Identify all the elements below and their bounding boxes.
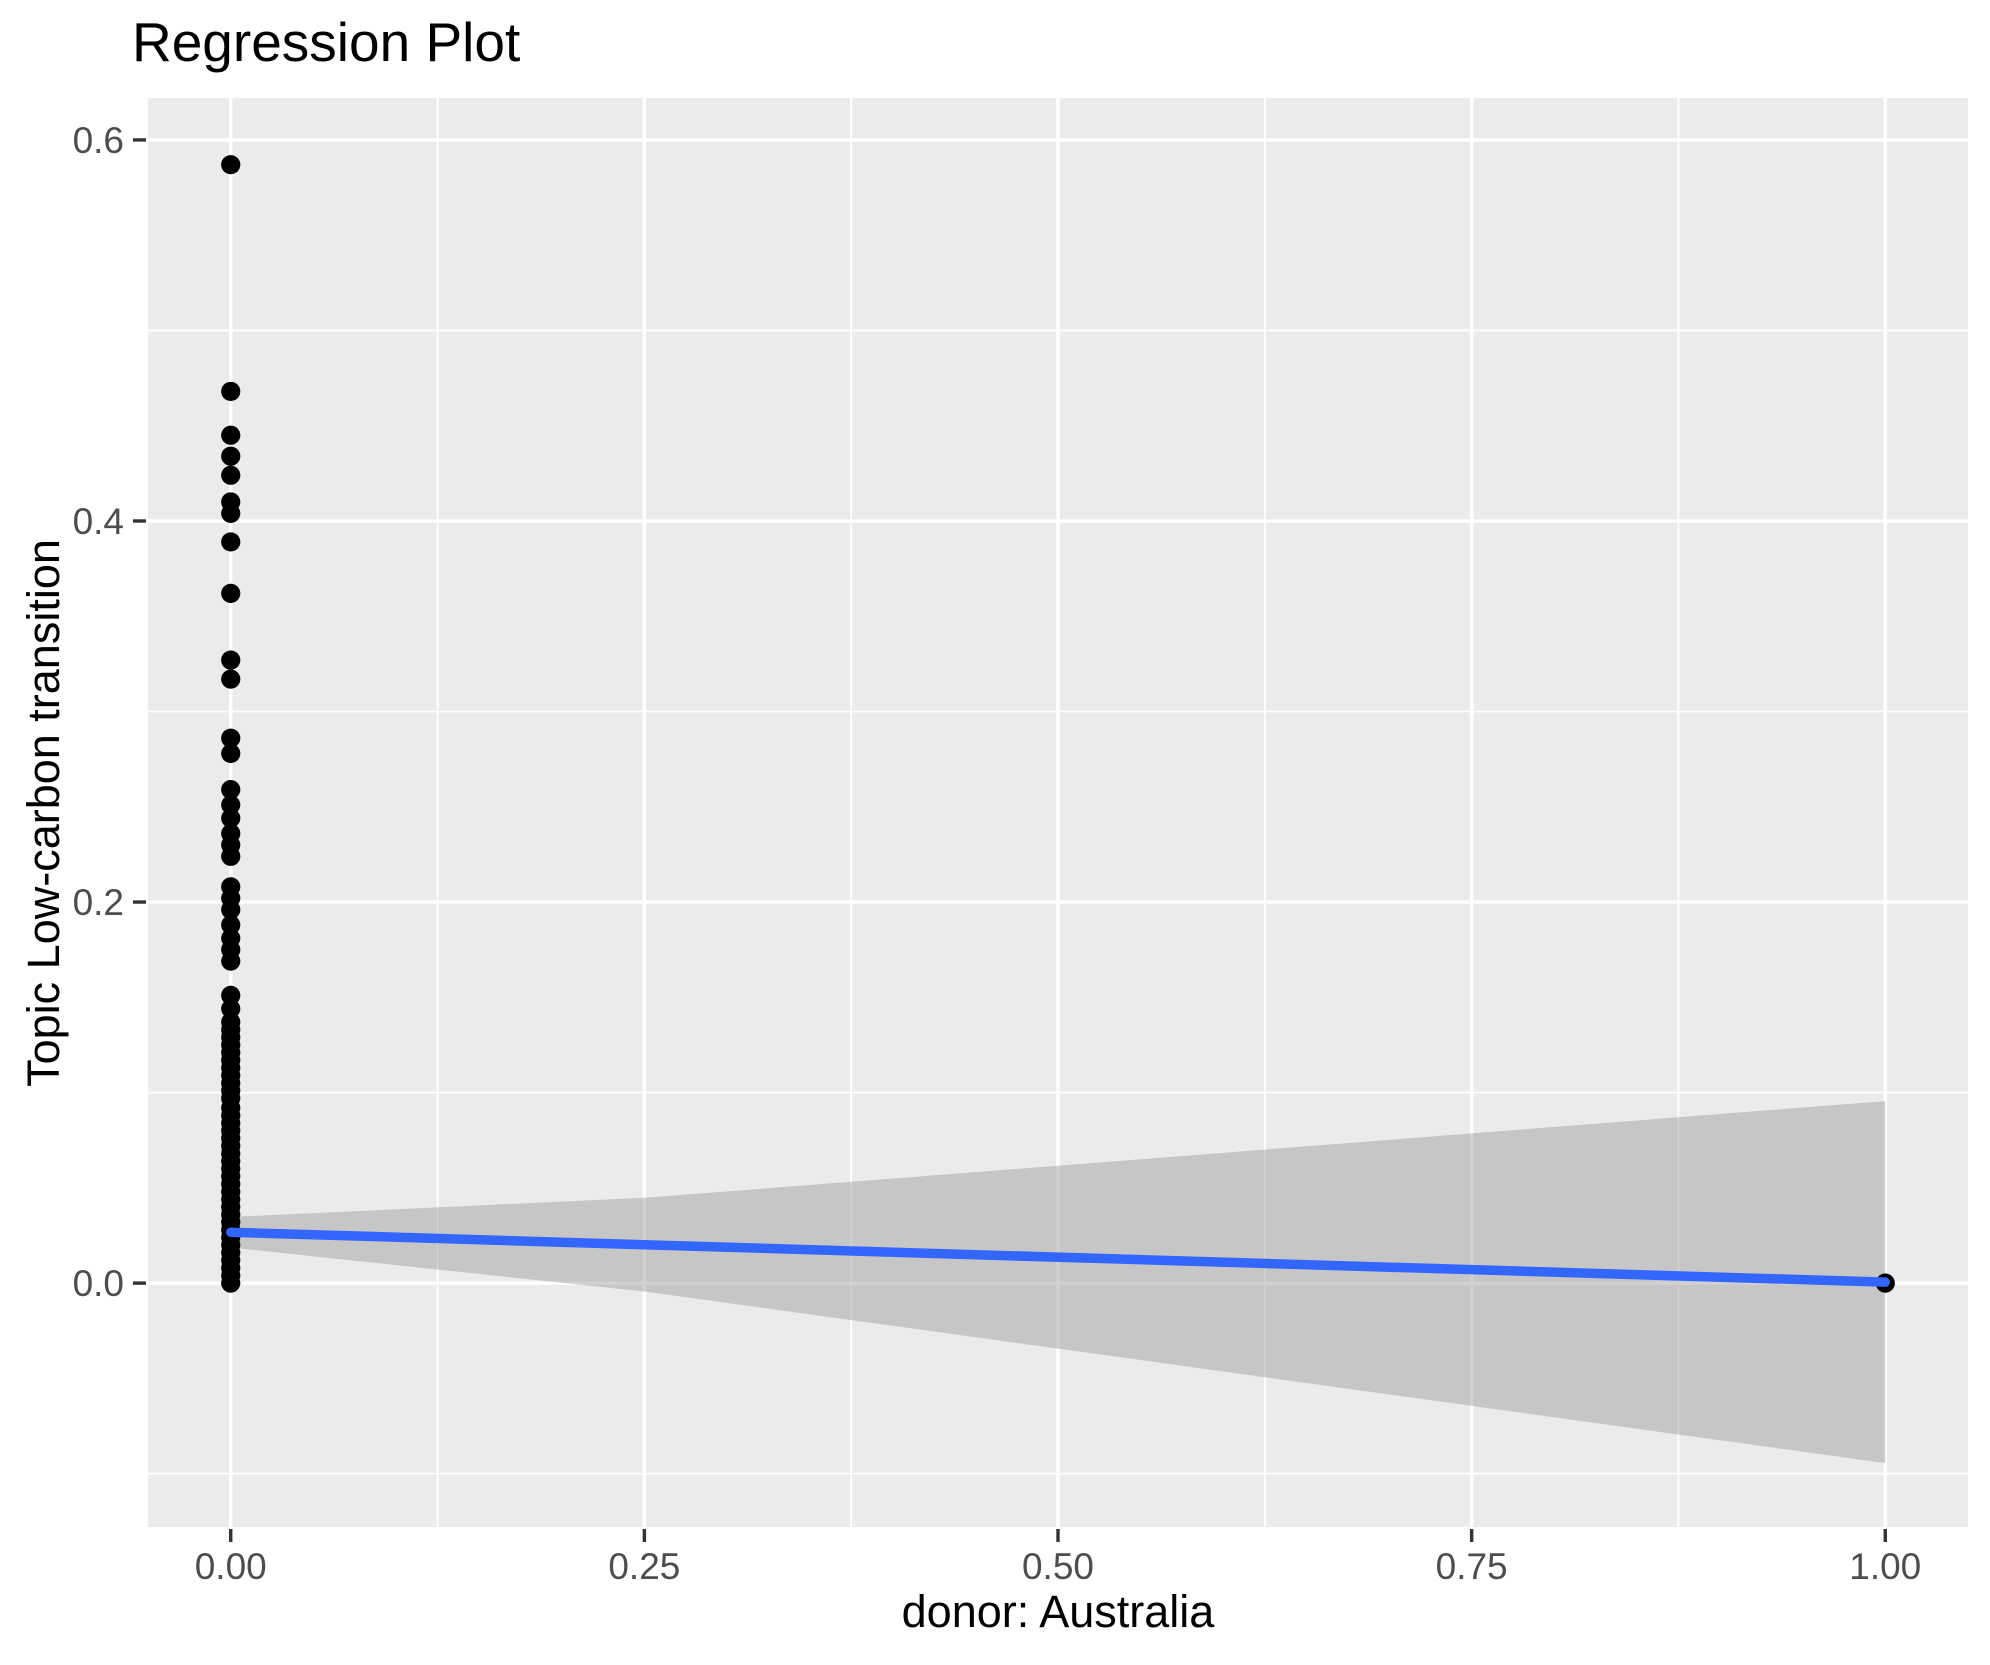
data-point bbox=[221, 532, 241, 552]
plot-title: Regression Plot bbox=[132, 11, 521, 73]
data-point bbox=[221, 985, 241, 1006]
data-point bbox=[221, 951, 241, 971]
x-tick-label: 0.50 bbox=[1022, 1546, 1094, 1587]
x-axis-title: donor: Australia bbox=[901, 1586, 1215, 1637]
y-tick-label: 0.4 bbox=[73, 501, 124, 542]
data-point bbox=[221, 1273, 241, 1293]
data-point bbox=[221, 999, 241, 1019]
x-tick-label: 0.25 bbox=[608, 1546, 680, 1587]
data-point bbox=[221, 900, 241, 920]
data-point bbox=[221, 381, 241, 402]
data-point bbox=[221, 846, 241, 866]
data-point bbox=[221, 808, 241, 828]
y-tick-label: 0.6 bbox=[73, 120, 124, 161]
data-point bbox=[221, 503, 241, 523]
data-point bbox=[221, 795, 241, 815]
data-point bbox=[221, 155, 241, 175]
data-point bbox=[221, 743, 241, 764]
y-tick-label: 0.0 bbox=[73, 1263, 124, 1304]
confidence-band bbox=[230, 1101, 1886, 1464]
regression-line bbox=[225, 1227, 1891, 1287]
data-point bbox=[221, 669, 241, 689]
data-point bbox=[221, 728, 241, 748]
x-tick-label: 1.00 bbox=[1849, 1546, 1921, 1587]
data-point bbox=[221, 465, 241, 485]
data-point bbox=[221, 915, 241, 935]
x-tick-label: 0.00 bbox=[195, 1546, 267, 1587]
data-point bbox=[221, 650, 241, 670]
data-point bbox=[221, 446, 241, 466]
data-point bbox=[221, 780, 241, 800]
y-tick-label: 0.2 bbox=[73, 882, 124, 923]
x-tick-label: 0.75 bbox=[1436, 1546, 1508, 1587]
data-point bbox=[221, 425, 241, 445]
data-point bbox=[221, 583, 241, 603]
y-axis-title: Topic Low-carbon transition bbox=[18, 539, 69, 1087]
